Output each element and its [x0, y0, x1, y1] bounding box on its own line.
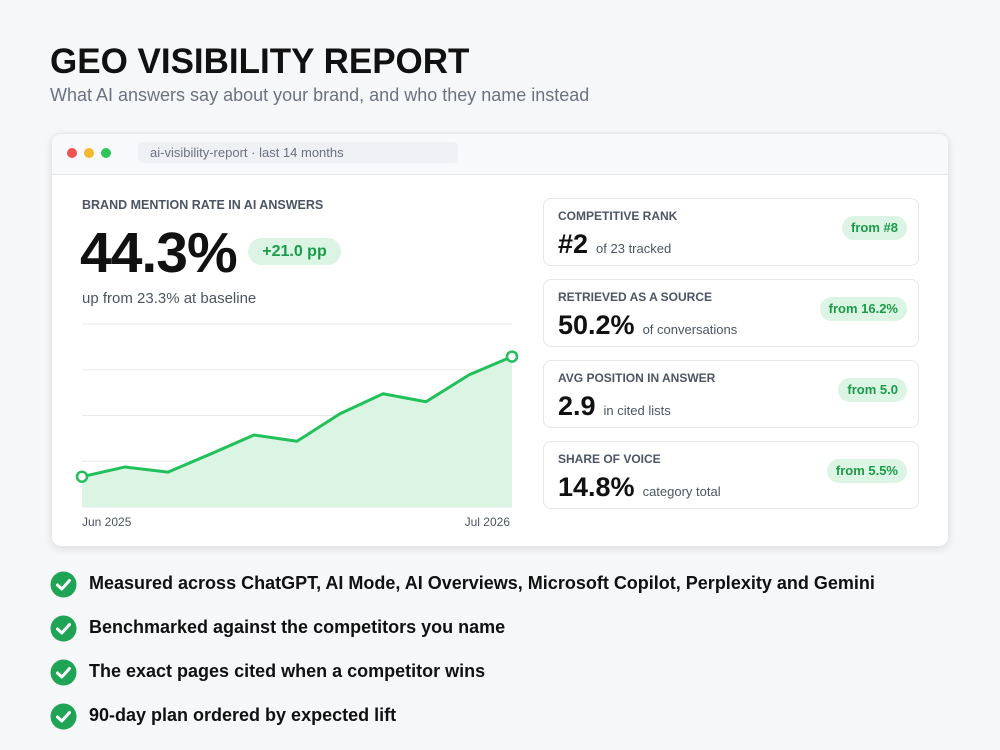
window-dot — [67, 148, 77, 158]
end-point — [505, 350, 519, 363]
stat-badge: from 16.2% — [819, 297, 907, 321]
stat-sub: of 23 tracked — [596, 241, 672, 256]
stat-sub: category total — [642, 484, 721, 499]
stat-sub: in cited lists — [603, 403, 671, 418]
check-circle — [50, 703, 77, 730]
end-point — [75, 470, 89, 483]
title-bar: ai-visibility-report · last 14 months — [52, 134, 948, 175]
stat-card: COMPETITIVE RANK #2 of 23 tracked from #8 — [543, 198, 919, 266]
metric-label: BRAND MENTION RATE IN AI ANSWERS — [82, 198, 324, 212]
check-mark — [56, 623, 71, 635]
subtitle: What AI answers say about your brand, an… — [50, 85, 590, 105]
window-dot — [101, 148, 111, 158]
stat-card: AVG POSITION IN ANSWER 2.9 in cited lists f… — [543, 360, 919, 428]
x-tick-label: Jul 2026 — [465, 515, 511, 529]
stat-label: AVG POSITION IN ANSWER — [558, 371, 716, 385]
stat-label: RETRIEVED AS A SOURCE — [558, 290, 713, 304]
stat-value-text: 2.9 — [558, 391, 596, 421]
stat-card: SHARE OF VOICE 14.8% category total from 5.… — [543, 441, 919, 509]
stat-value: 50.2% of conversations — [558, 310, 737, 341]
check-icon — [50, 615, 77, 642]
stat-value: 2.9 in cited lists — [558, 391, 671, 422]
chart: Jun 2025 Jul 2026 — [75, 323, 519, 529]
address-bar: ai-visibility-report · last 14 months — [138, 142, 458, 163]
stat-value: 14.8% category total — [558, 472, 721, 503]
stat-value-text: #2 — [558, 229, 589, 259]
title: GEO VISIBILITY REPORT — [50, 42, 470, 81]
metric-badge: +21.0 pp — [248, 238, 341, 265]
stat-badge: from 5.5% — [826, 459, 907, 483]
check-mark — [56, 579, 71, 591]
stat-value-text: 50.2% — [558, 310, 635, 340]
stat-value-text: 14.8% — [558, 472, 635, 502]
stat-card: RETRIEVED AS A SOURCE 50.2% of conversatio… — [543, 279, 919, 347]
stat-badge: from #8 — [842, 216, 907, 240]
check-icon — [50, 571, 77, 598]
metric-value: 44.3% — [80, 221, 238, 285]
stat-label: SHARE OF VOICE — [558, 452, 661, 466]
check-icon — [50, 659, 77, 686]
stat-badge: from 5.0 — [838, 378, 907, 402]
checklist-item: 90-day plan ordered by expected lift — [89, 705, 397, 725]
check-icon — [50, 703, 77, 730]
x-tick-label: Jun 2025 — [82, 515, 132, 529]
checklist-item: The exact pages cited when a competitor … — [89, 661, 486, 681]
report-window: ai-visibility-report · last 14 months BR… — [51, 133, 949, 547]
checklist-item: Measured across ChatGPT, AI Mode, AI Ove… — [89, 573, 875, 593]
stat-value: #2 of 23 tracked — [558, 229, 671, 260]
check-circle — [50, 659, 77, 686]
check-mark — [56, 667, 71, 679]
window-dot — [84, 148, 94, 158]
check-mark — [56, 711, 71, 723]
stat-label: COMPETITIVE RANK — [558, 209, 678, 223]
check-circle — [50, 571, 77, 598]
area — [82, 356, 512, 507]
metric-note: up from 23.3% at baseline — [82, 290, 257, 307]
check-circle — [50, 615, 77, 642]
stat-sub: of conversations — [642, 322, 738, 337]
line — [81, 355, 513, 479]
checklist-item: Benchmarked against the competitors you … — [89, 617, 506, 637]
